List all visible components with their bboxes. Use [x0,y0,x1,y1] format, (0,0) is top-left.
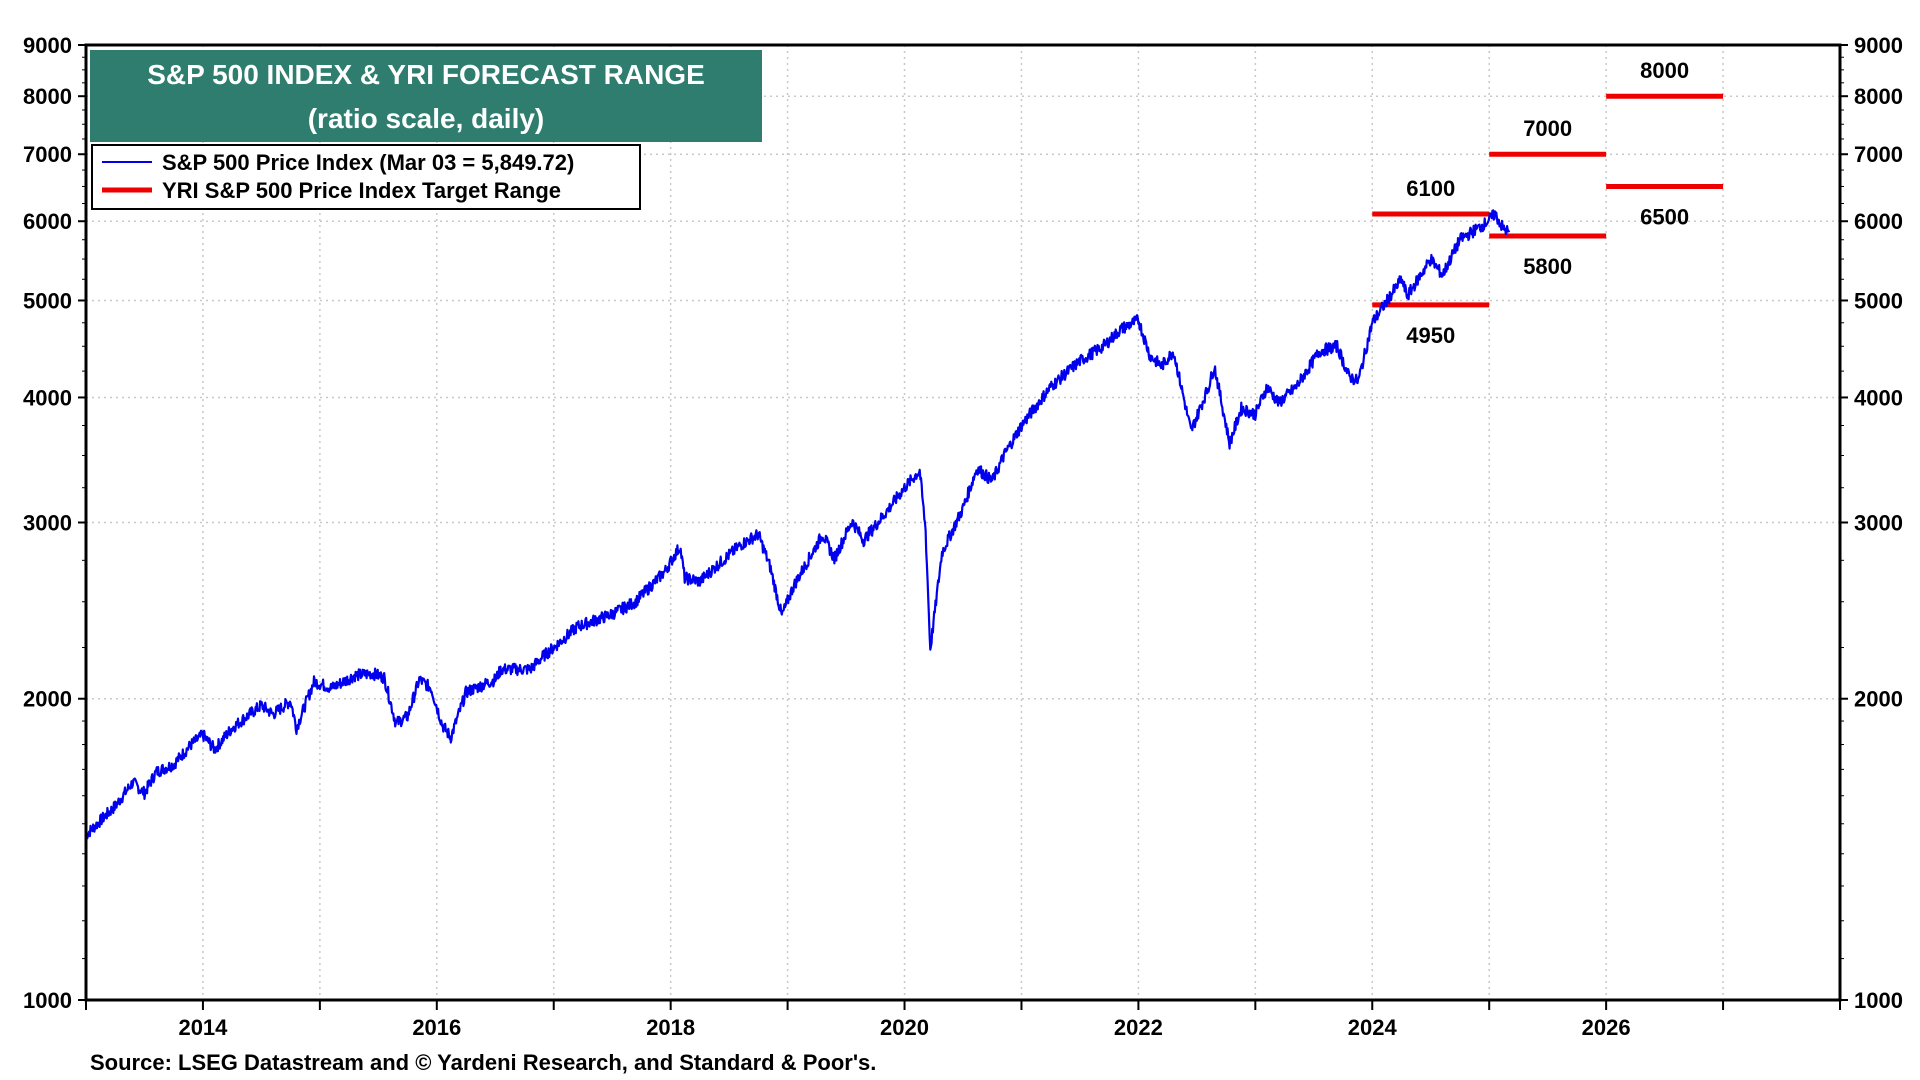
target-high-label: 8000 [1640,58,1689,83]
legend-label-price: S&P 500 Price Index (Mar 03 = 5,849.72) [162,150,574,175]
y-tick-label-right: 6000 [1854,209,1903,234]
legend-label-target: YRI S&P 500 Price Index Target Range [162,178,561,203]
y-tick-label-left: 9000 [23,33,72,58]
target-range-lines: 6100 4950 7000 5800 8000 6500 [1372,58,1724,348]
y-tick-label-right: 1000 [1854,988,1903,1013]
x-tick-label: 2014 [178,1015,228,1040]
x-tick-label: 2022 [1114,1015,1163,1040]
target-high-label: 6100 [1406,176,1455,201]
y-tick-label-right: 4000 [1854,385,1903,410]
title-background [90,50,762,142]
y-tick-label-left: 3000 [23,511,72,536]
axes: 1000 1000 2000 2000 3000 3000 4000 4000 5000 5000… [23,33,1903,1040]
x-tick-label: 2016 [412,1015,461,1040]
y-tick-label-right: 7000 [1854,142,1903,167]
y-tick-label-left: 6000 [23,209,72,234]
target-low-label: 6500 [1640,204,1689,229]
y-tick-label-left: 8000 [23,84,72,109]
price-series [84,209,1511,840]
x-tick-label: 2024 [1348,1015,1398,1040]
source-note: Source: LSEG Datastream and © Yardeni Re… [90,1050,876,1075]
legend-box [91,144,641,210]
y-tick-label-left: 7000 [23,142,72,167]
x-tick-label: 2018 [646,1015,695,1040]
target-low-label: 5800 [1523,254,1572,279]
y-tick-label-left: 1000 [23,988,72,1013]
y-tick-label-right: 5000 [1854,288,1903,313]
x-tick-label: 2026 [1582,1015,1631,1040]
y-tick-label-right: 3000 [1854,511,1903,536]
y-tick-label-left: 5000 [23,288,72,313]
y-tick-label-left: 4000 [23,385,72,410]
target-high-label: 7000 [1523,116,1572,141]
y-tick-label-right: 9000 [1854,33,1903,58]
chart-subtitle: (ratio scale, daily) [308,103,545,134]
y-tick-label-right: 2000 [1854,687,1903,712]
chart-title-box: S&P 500 INDEX & YRI FORECAST RANGE (rati… [90,50,762,142]
y-tick-label-right: 8000 [1854,84,1903,109]
y-tick-label-left: 2000 [23,687,72,712]
chart-title: S&P 500 INDEX & YRI FORECAST RANGE [147,59,705,90]
grid [86,45,1840,1000]
target-low-label: 4950 [1406,323,1455,348]
x-tick-label: 2020 [880,1015,929,1040]
legend: S&P 500 Price Index (Mar 03 = 5,849.72) … [91,144,641,210]
series-line [84,209,1511,840]
